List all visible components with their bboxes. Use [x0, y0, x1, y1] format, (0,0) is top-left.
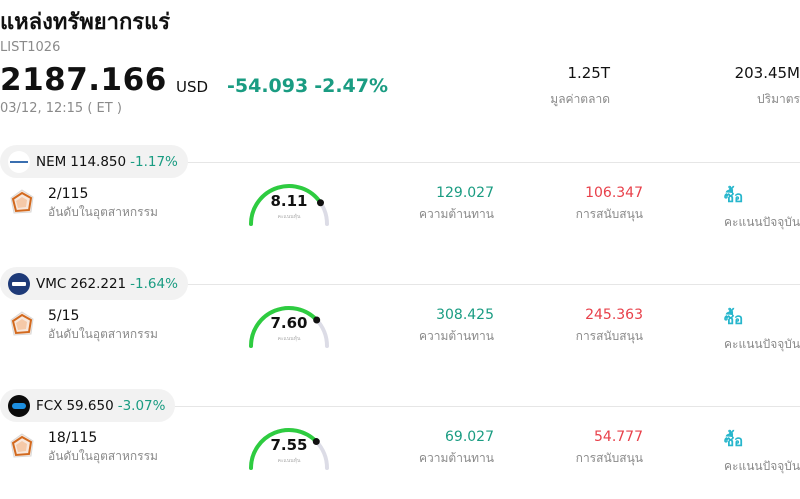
gauge-fill — [249, 428, 319, 470]
support-value: 106.347 — [585, 185, 643, 201]
stock-change-percent: -1.64% — [130, 275, 178, 292]
stock-price: 114.850 — [70, 153, 127, 170]
resistance-label: ความต้านทาน — [419, 329, 494, 343]
change-value: -54.093 — [227, 75, 309, 97]
resistance-value: 69.027 — [445, 429, 494, 445]
stock-symbol: VMC — [36, 275, 67, 292]
industry-rank-icon — [10, 311, 34, 336]
stock-price: 59.650 — [66, 397, 114, 414]
support-block: 54.777 การสนับสนุน — [560, 429, 643, 468]
market-cap-stat: 1.25T มูลค่าตลาด — [520, 64, 610, 109]
stock-pill[interactable]: FCX 59.650 -3.07% — [0, 389, 176, 422]
resistance-block: 308.425 ความต้านทาน — [404, 307, 494, 346]
market-cap-label: มูลค่าตลาด — [550, 92, 610, 106]
rating-label: คะแนนปัจจุบัน — [724, 337, 800, 351]
stock-pill[interactable]: VMC 262.221 -1.64% — [0, 267, 188, 300]
volume-stat: 203.45M ปริมาตร — [700, 64, 800, 109]
stock-score: 7.55 — [270, 436, 308, 454]
resistance-label: ความต้านทาน — [419, 451, 494, 465]
industry-rank-icon — [10, 189, 34, 214]
stock-score-label: คะแนนหุ้น — [277, 336, 301, 342]
section-divider — [10, 406, 800, 407]
support-label: การสนับสนุน — [575, 207, 643, 221]
vmc-logo-icon — [8, 272, 30, 295]
section-divider — [10, 284, 800, 285]
volume-label: ปริมาตร — [757, 92, 800, 106]
stock-symbol: FCX — [36, 397, 63, 414]
support-block: 245.363 การสนับสนุน — [560, 307, 643, 346]
nem-logo-icon — [8, 150, 30, 173]
industry-rank-icon — [10, 433, 34, 458]
change-percent: -2.47% — [314, 75, 389, 97]
stock-score-label: คะแนนหุ้น — [277, 214, 301, 220]
industry-rank: 18/115 — [48, 430, 98, 446]
score-gauge — [249, 306, 329, 348]
stock-symbol: NEM — [36, 153, 67, 170]
rating-block[interactable]: ซื้อ คะแนนปัจจุบัน — [724, 429, 800, 476]
rating-label: คะแนนปัจจุบัน — [724, 459, 800, 473]
rating-value: ซื้อ — [724, 188, 744, 206]
stock-section-vmc: VMC 262.221 -1.64% 5/15 อันดับในอุตสาหกร… — [0, 267, 800, 389]
resistance-value: 308.425 — [436, 307, 494, 323]
rating-block[interactable]: ซื้อ คะแนนปัจจุบัน — [724, 185, 800, 232]
stock-change-percent: -3.07% — [117, 397, 166, 414]
resistance-block: 69.027 ความต้านทาน — [404, 429, 494, 468]
score-gauge — [249, 428, 329, 470]
page-title: แหล่งทรัพยากรแร่ — [0, 10, 171, 35]
fcx-logo-icon — [8, 394, 30, 417]
index-price: 2187.166 — [0, 62, 167, 98]
rating-value: ซื้อ — [724, 310, 744, 328]
list-code: LIST1026 — [0, 40, 61, 55]
resistance-value: 129.027 — [436, 185, 494, 201]
support-value: 245.363 — [585, 307, 643, 323]
stock-pill[interactable]: NEM 114.850 -1.17% — [0, 145, 188, 178]
industry-rank: 2/115 — [48, 186, 89, 202]
stock-score: 8.11 — [270, 192, 308, 210]
support-label: การสนับสนุน — [575, 329, 643, 343]
stock-score-label: คะแนนหุ้น — [277, 458, 301, 464]
stock-score: 7.60 — [270, 314, 308, 332]
gauge-fill — [249, 184, 323, 226]
stock-price: 262.221 — [70, 275, 127, 292]
currency-label: USD — [176, 78, 209, 96]
industry-rank-label: อันดับในอุตสาหกรรม — [48, 205, 158, 219]
stock-section-nem: NEM 114.850 -1.17% 2/115 อันดับในอุตสาหก… — [0, 145, 800, 267]
rating-label: คะแนนปัจจุบัน — [724, 215, 800, 229]
support-label: การสนับสนุน — [575, 451, 643, 465]
score-gauge — [249, 184, 329, 226]
gauge-marker — [317, 199, 324, 207]
section-divider — [10, 162, 800, 163]
resistance-label: ความต้านทาน — [419, 207, 494, 221]
price-change: -54.093 -2.47% — [227, 75, 394, 97]
quote-datetime: 03/12, 12:15 ( ET ) — [0, 101, 122, 116]
volume-value: 203.45M — [734, 64, 800, 82]
industry-rank-label: อันดับในอุตสาหกรรม — [48, 327, 158, 341]
rating-value: ซื้อ — [724, 432, 744, 450]
gauge-marker — [312, 438, 320, 446]
stock-change-percent: -1.17% — [130, 153, 178, 170]
industry-rank: 5/15 — [48, 308, 80, 324]
support-block: 106.347 การสนับสนุน — [560, 185, 643, 224]
stock-section-fcx: FCX 59.650 -3.07% 18/115 อันดับในอุตสาหก… — [0, 389, 800, 499]
industry-rank-label: อันดับในอุตสาหกรรม — [48, 449, 158, 463]
support-value: 54.777 — [594, 429, 643, 445]
gauge-fill — [249, 306, 319, 348]
rating-block[interactable]: ซื้อ คะแนนปัจจุบัน — [724, 307, 800, 354]
market-cap-value: 1.25T — [567, 64, 610, 82]
gauge-marker — [313, 316, 321, 324]
resistance-block: 129.027 ความต้านทาน — [404, 185, 494, 224]
